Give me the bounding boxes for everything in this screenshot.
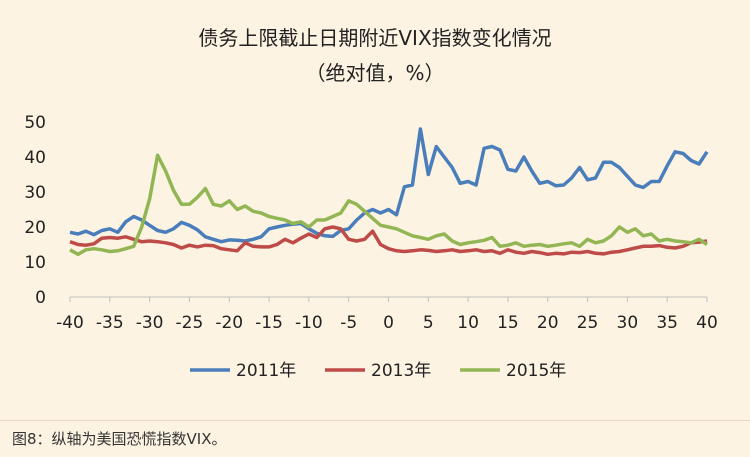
line-chart: 债务上限截止日期附近VIX指数变化情况 （绝对值，%） -40 -35 -30 -25… [24, 26, 717, 381]
axes: -40 -35 -30 -25 -20 -15 -10 -5 0 5 10 15 20 25 30 35 40 0… [24, 113, 717, 333]
y-tick-label: 30 [24, 183, 46, 203]
chart-title: 债务上限截止日期附近VIX指数变化情况 [198, 26, 551, 50]
legend-label: 2013年 [371, 361, 431, 381]
x-tick-label: 30 [617, 313, 639, 333]
series-line-2013年 [69, 225, 708, 257]
y-tick-label: 0 [35, 288, 46, 308]
x-tick-label: -5 [340, 313, 357, 333]
figure-caption: 图8：纵轴为美国恐慌指数VIX。 [12, 430, 227, 448]
x-tick-label: -40 [56, 313, 84, 333]
x-tick-label: 25 [577, 313, 599, 333]
y-tick-label: 20 [24, 218, 46, 238]
legend-label: 2011年 [236, 361, 296, 381]
x-tick-label: -10 [295, 313, 323, 333]
x-tick-label: -20 [215, 313, 243, 333]
x-tick-label: 35 [656, 313, 678, 333]
x-tick-label: -15 [255, 313, 283, 333]
legend: 2011年 2013年 2015年 [190, 361, 566, 381]
x-tick-label: 5 [423, 313, 434, 333]
series-lines [69, 127, 709, 257]
x-tick-label: -25 [176, 313, 204, 333]
legend-label: 2015年 [506, 361, 566, 381]
x-tick-label: -35 [96, 313, 124, 333]
x-tick-label: -30 [136, 313, 164, 333]
y-tick-label: 40 [24, 148, 46, 168]
x-tick-label: 15 [497, 313, 519, 333]
series-line-2015年 [69, 153, 708, 257]
x-tick-label: 0 [383, 313, 394, 333]
y-tick-label: 50 [24, 113, 46, 133]
x-tick-label: 10 [457, 313, 479, 333]
x-tick-label: 40 [696, 313, 718, 333]
series-line-2011年 [69, 127, 709, 244]
y-tick-label: 10 [24, 253, 46, 273]
x-tick-label: 20 [537, 313, 559, 333]
chart-frame: 债务上限截止日期附近VIX指数变化情况 （绝对值，%） -40 -35 -30 -25… [0, 26, 750, 421]
chart-subtitle: （绝对值，%） [305, 61, 444, 85]
